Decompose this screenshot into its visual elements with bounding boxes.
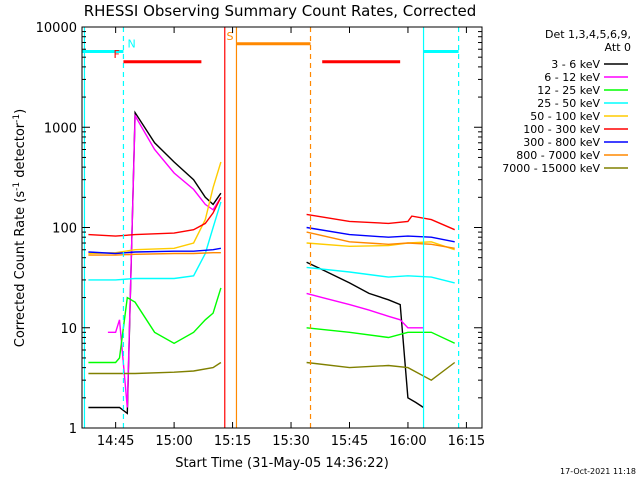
x-tick-label-0: 14:45 [97,434,134,449]
x-axis-label: Start Time (31-May-05 14:36:22) [175,456,389,471]
y-axis-label-part3: ) [13,109,28,114]
timestamp: 17-Oct-2021 11:18 [560,467,636,476]
legend-label-6: 300 - 800 keV [523,136,600,149]
state-bar-label-2: F [113,48,119,61]
legend-label-2: 12 - 25 keV [537,84,600,97]
series-line-0-seg-0 [88,110,222,415]
series-line-6-seg-1 [306,226,455,243]
x-tick-label-2: 15:15 [214,434,251,449]
y-axis-label-sup1: -1 [12,182,22,191]
legend-label-1: 6 - 12 keV [544,71,600,84]
y-axis: 1 10 100 1000 10000 [36,21,482,437]
y-tick-label-1: 10 [60,322,77,337]
y-axis-label: Corrected Count Rate (s-1 detector-1) [12,109,28,347]
y-tick-label-2: 100 [52,222,77,237]
y-tick-label-4: 10000 [36,21,77,36]
series-line-3-seg-0 [88,201,222,281]
y-axis-label-part1: Corrected Count Rate (s [13,191,28,348]
legend-label-0: 3 - 6 keV [551,58,600,71]
x-tick-label-4: 15:45 [331,434,368,449]
x-tick-label-5: 16:00 [389,434,426,449]
series-line-5-seg-0 [88,196,222,237]
y-axis-label-part2: detector [13,122,28,182]
series-line-2-seg-1 [306,327,455,344]
series-line-7-seg-0 [88,251,221,256]
series-line-2-seg-0 [88,287,222,364]
legend-label-4: 50 - 100 keV [530,110,600,123]
state-bar-label-0: N [127,37,135,50]
legend-label-5: 100 - 300 keV [523,123,600,136]
series-line-8-seg-0 [88,361,222,375]
legend-label-7: 800 - 7000 keV [516,149,600,162]
y-axis-label-sup2: -1 [12,114,22,123]
x-tick-label-6: 16:15 [448,434,485,449]
x-axis: 14:45 15:00 15:15 15:30 15:45 16:00 16:15 [97,27,485,449]
y-tick-label-0: 1 [69,422,77,437]
series-layer [88,110,456,415]
state-bar-label-4: S [226,30,233,43]
legend-header-line1: Det 1,3,4,5,6,9, [545,28,631,41]
series-line-6-seg-0 [88,247,222,255]
series-line-4-seg-0 [88,161,222,255]
chart-title: RHESSI Observing Summary Count Rates, Co… [84,2,477,20]
x-tick-label-1: 15:00 [155,434,192,449]
series-line-1-seg-1 [306,292,424,329]
x-tick-label-3: 15:30 [272,434,309,449]
legend-header-line2: Att 0 [605,41,631,54]
series-line-3-seg-1 [306,266,455,284]
y-tick-label-3: 1000 [44,121,77,136]
legend-label-8: 7000 - 15000 keV [502,162,600,175]
series-line-8-seg-1 [306,361,456,382]
legend-label-3: 25 - 50 keV [537,97,600,110]
series-line-5-seg-1 [306,213,455,231]
series-line-7-seg-1 [306,231,455,249]
series-line-0-seg-1 [306,261,424,409]
